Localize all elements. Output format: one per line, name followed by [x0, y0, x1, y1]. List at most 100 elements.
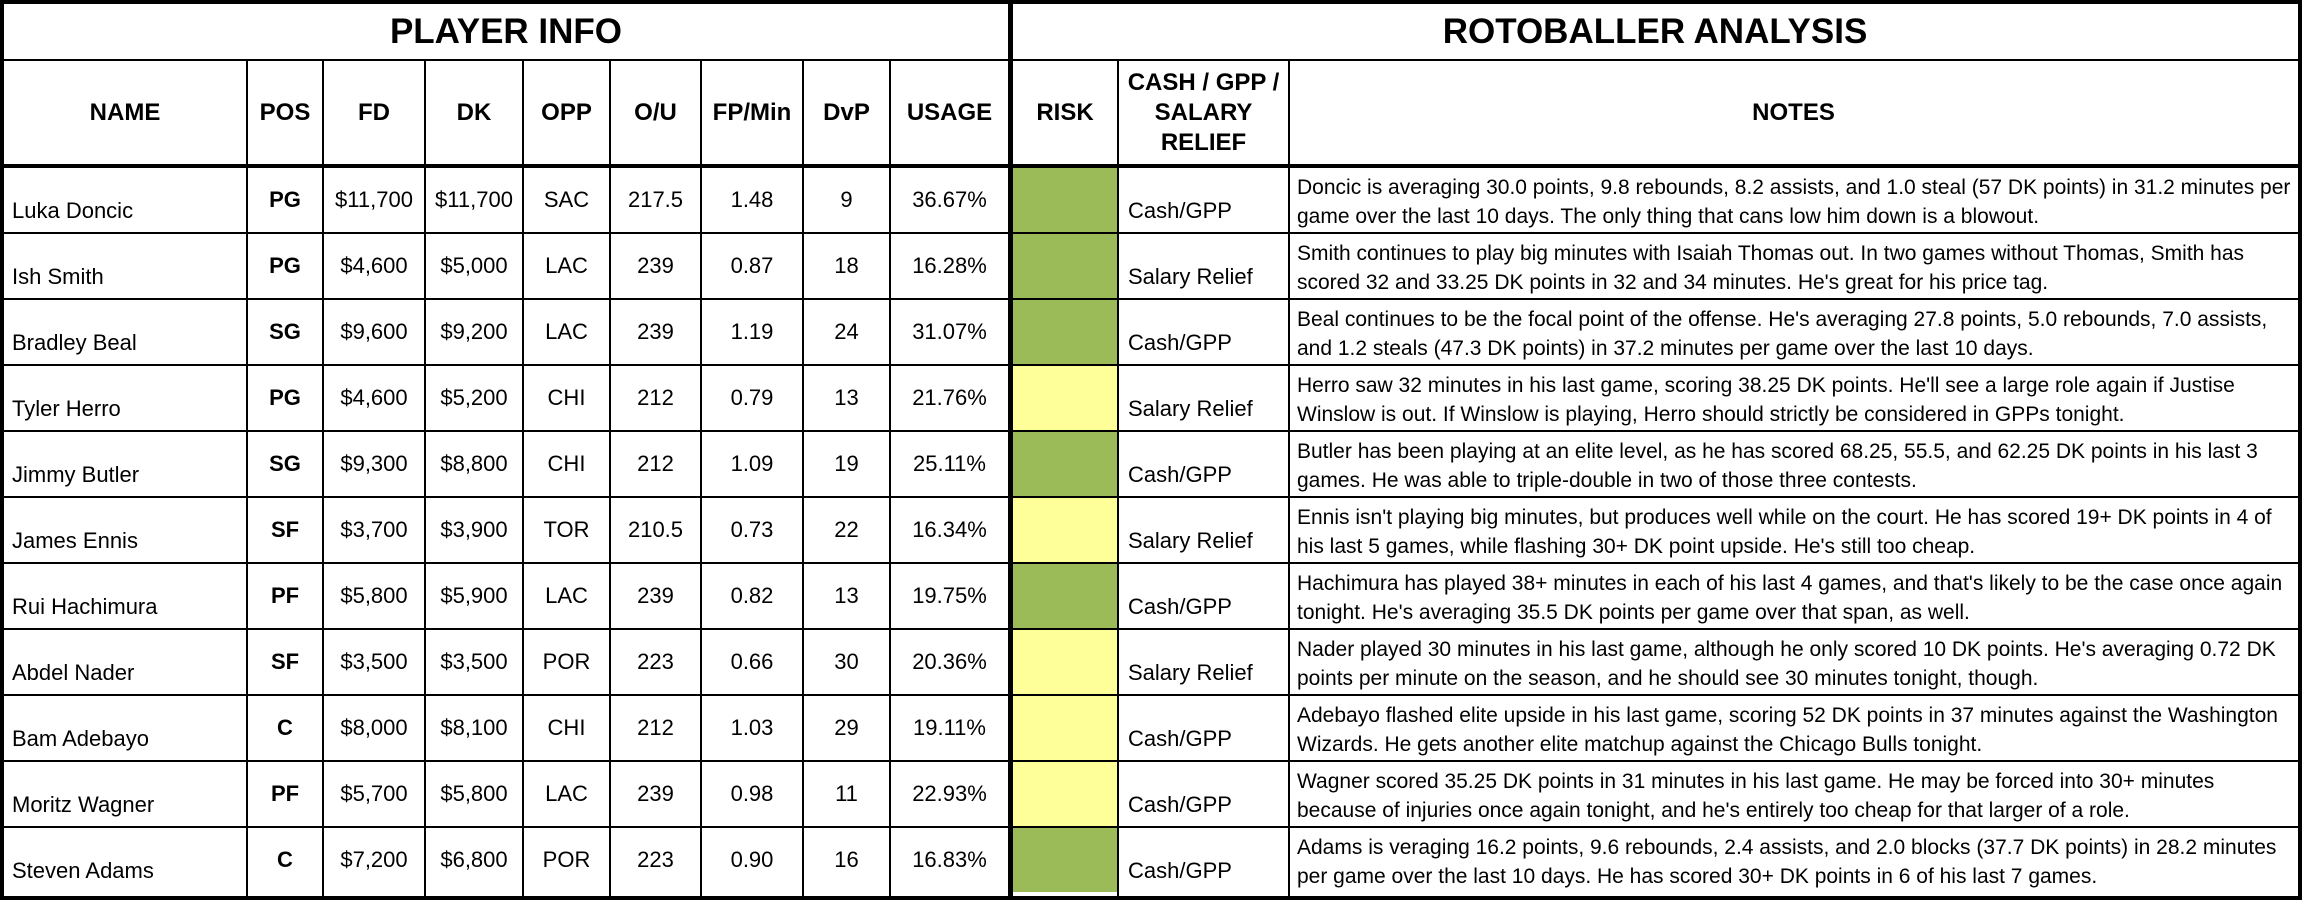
- cell-opp: LAC: [545, 583, 588, 608]
- cell-dk: $9,200: [440, 319, 508, 344]
- cell-opp: LAC: [545, 319, 588, 344]
- cell-dk: $5,900: [440, 583, 508, 608]
- cell-opp: SAC: [543, 187, 590, 212]
- cell-usage: 36.67%: [912, 187, 987, 212]
- cell-ou: 239: [637, 583, 674, 608]
- cell-pos: PF: [270, 781, 300, 806]
- cell-ou: 217.5: [627, 187, 684, 212]
- cell-usage: 21.76%: [912, 385, 987, 410]
- header-cash-gpp-salary-relief: CASH / GPP / SALARY RELIEF: [1127, 68, 1280, 156]
- column-divider: [609, 59, 611, 900]
- cell-cash: Salary Relief: [1128, 396, 1253, 421]
- column-divider: [1117, 59, 1119, 900]
- section-divider: [1008, 0, 1013, 900]
- row-divider: [0, 496, 2302, 498]
- cell-usage: 16.28%: [912, 253, 987, 278]
- cell-dk: $3,500: [440, 649, 508, 674]
- cell-fpmin: 1.09: [730, 451, 774, 476]
- cell-dk: $5,800: [440, 781, 508, 806]
- table-row: Moritz Wagner PF $5,700 $5,800 LAC 239 0.98 11 2…: [0, 762, 2302, 826]
- cell-notes: Wagner scored 35.25 DK points in 31 minu…: [1297, 770, 2215, 822]
- row-divider: [0, 430, 2302, 432]
- cell-ou: 239: [637, 319, 674, 344]
- column-divider: [889, 59, 891, 900]
- table-row: Jimmy Butler SG $9,300 $8,800 CHI 212 1.09 19 25…: [0, 432, 2302, 496]
- risk-indicator: [1013, 498, 1117, 562]
- cell-fpmin: 0.66: [730, 649, 774, 674]
- row-divider: [0, 826, 2302, 828]
- column-divider: [1288, 59, 1290, 900]
- cell-notes: Ennis isn't playing big minutes, but pro…: [1297, 506, 2272, 558]
- cell-cash: Cash/GPP: [1128, 726, 1232, 751]
- cell-opp: LAC: [545, 253, 588, 278]
- table-row: Rui Hachimura PF $5,800 $5,900 LAC 239 0.82 13 1…: [0, 564, 2302, 628]
- risk-indicator: [1013, 696, 1117, 760]
- cell-name: Bam Adebayo: [12, 726, 149, 751]
- cell-ou: 239: [637, 781, 674, 806]
- cell-dvp: 29: [834, 715, 859, 740]
- header-dk: DK: [456, 98, 492, 126]
- cell-dk: $5,000: [440, 253, 508, 278]
- row-divider: [0, 298, 2302, 300]
- table-row: Steven Adams C $7,200 $6,800 POR 223 0.90 16 16.…: [0, 828, 2302, 892]
- header-ou: O/U: [634, 98, 677, 126]
- cell-pos: PG: [269, 253, 301, 278]
- row-divider: [0, 562, 2302, 564]
- cell-notes: Butler has been playing at an elite leve…: [1297, 440, 2258, 492]
- cell-pos: SG: [269, 319, 301, 344]
- cell-cash: Salary Relief: [1128, 528, 1253, 553]
- cell-dk: $8,100: [440, 715, 508, 740]
- header-risk: RISK: [1036, 98, 1094, 126]
- cell-fd: $5,700: [340, 781, 408, 806]
- cell-cash: Cash/GPP: [1128, 462, 1232, 487]
- cell-cash: Cash/GPP: [1128, 330, 1232, 355]
- cell-cash: Cash/GPP: [1128, 594, 1232, 619]
- table-row: Bam Adebayo C $8,000 $8,100 CHI 212 1.03 29 19.1…: [0, 696, 2302, 760]
- header-opp: OPP: [541, 98, 592, 126]
- header-fp-min: FP/Min: [712, 98, 792, 126]
- cell-fpmin: 0.87: [730, 253, 774, 278]
- cell-dk: $3,900: [440, 517, 508, 542]
- risk-indicator: [1013, 762, 1117, 826]
- cell-name: Ish Smith: [12, 264, 104, 289]
- cell-name: Luka Doncic: [12, 198, 134, 223]
- table-border-bottom: [0, 896, 2302, 900]
- cell-opp: CHI: [547, 385, 586, 410]
- cell-notes: Smith continues to play big minutes with…: [1297, 242, 2245, 294]
- cell-name: Moritz Wagner: [12, 792, 155, 817]
- cell-opp: TOR: [543, 517, 590, 542]
- cell-usage: 19.11%: [913, 715, 986, 740]
- cell-ou: 239: [637, 253, 674, 278]
- table-border-right: [2298, 0, 2302, 900]
- section-title-rotoballer-analysis: ROTOBALLER ANALYSIS: [1442, 11, 1868, 51]
- cell-pos: SG: [269, 451, 301, 476]
- table-row: Tyler Herro PG $4,600 $5,200 CHI 212 0.79 13 21.…: [0, 366, 2302, 430]
- header-notes: NOTES: [1752, 98, 1835, 126]
- cell-usage: 16.34%: [912, 517, 987, 542]
- cell-name: Jimmy Butler: [12, 462, 140, 487]
- risk-indicator: [1013, 234, 1117, 298]
- cell-fpmin: 0.82: [730, 583, 774, 608]
- cell-opp: POR: [542, 649, 591, 674]
- cell-dk: $5,200: [440, 385, 508, 410]
- cell-cash: Cash/GPP: [1128, 858, 1232, 883]
- cell-name: Abdel Nader: [12, 660, 135, 685]
- cell-dvp: 13: [834, 583, 859, 608]
- cell-ou: 212: [637, 451, 674, 476]
- cell-opp: CHI: [547, 451, 586, 476]
- cell-name: James Ennis: [12, 528, 138, 553]
- header-fd: FD: [358, 98, 390, 126]
- cell-notes: Doncic is averaging 30.0 points, 9.8 reb…: [1297, 176, 2291, 228]
- cell-usage: 31.07%: [912, 319, 987, 344]
- cell-dvp: 16: [834, 847, 859, 872]
- cell-fpmin: 0.98: [730, 781, 774, 806]
- cell-ou: 210.5: [627, 517, 684, 542]
- cell-notes: Herro saw 32 minutes in his last game, s…: [1297, 374, 2235, 426]
- cell-notes: Adebayo flashed elite upside in his last…: [1297, 704, 2278, 756]
- cell-dvp: 9: [840, 187, 853, 212]
- risk-indicator: [1013, 366, 1117, 430]
- cell-dk: $11,700: [435, 187, 513, 212]
- cell-ou: 212: [637, 715, 674, 740]
- cell-name: Rui Hachimura: [12, 594, 158, 619]
